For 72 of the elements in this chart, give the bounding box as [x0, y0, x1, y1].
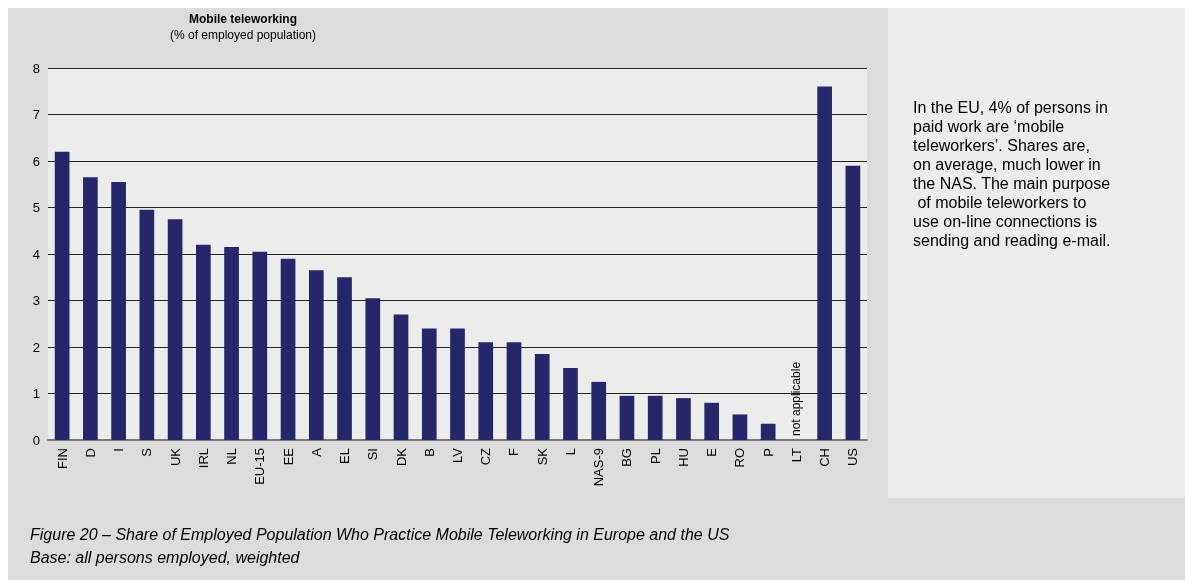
- x-tick-label: EU-15: [252, 448, 268, 485]
- bar: [704, 402, 720, 440]
- text: In the EU, 4% of persons in paid work are ‘mobile teleworkers’. Shares are, on average, much lower in the NAS. The main purpose of mobile teleworkers to use on-line connections is sending and reading e-mail.: [913, 99, 1113, 249]
- x-tick-label: LV: [450, 447, 465, 463]
- x-tick-label: B: [421, 448, 437, 457]
- bar: [450, 328, 465, 440]
- x-tick-label: NL: [224, 448, 240, 465]
- bar: [478, 342, 494, 440]
- bar: [817, 86, 832, 440]
- x-tick-label: DK: [393, 447, 409, 467]
- bar: [393, 314, 409, 440]
- x-tick-label: E: [704, 447, 720, 457]
- bar: [732, 414, 748, 440]
- x-tick-label: EL: [337, 448, 353, 464]
- bar: [647, 395, 663, 440]
- x-tick-label: PL: [647, 448, 663, 464]
- annotation: not applicable: [789, 361, 804, 436]
- x-tick-label: EE: [280, 447, 296, 466]
- bar: [563, 367, 578, 440]
- x-tick-label: RO: [732, 448, 748, 468]
- bar: [591, 381, 607, 440]
- bar: [252, 251, 268, 440]
- bar: [506, 342, 522, 440]
- y-tick-label: 2: [32, 339, 40, 355]
- y-tick-label: 0: [32, 432, 40, 448]
- y-tick-label: 7: [32, 107, 40, 122]
- bar: [421, 328, 437, 440]
- x-tick-label: NAS-9: [591, 448, 607, 487]
- caption: Figure 20 – Share of Employed Population Who Practice Mobile Teleworking in Europe and the US: [30, 525, 730, 543]
- x-tick-label: CH: [817, 448, 833, 467]
- bar: [534, 353, 550, 440]
- bar: [54, 151, 70, 440]
- x-tick-label: S: [139, 447, 155, 457]
- x-tick-label: BG: [619, 448, 635, 467]
- bar: [308, 270, 324, 440]
- y-tick-label: 6: [32, 153, 40, 169]
- bar: [139, 209, 155, 440]
- x-tick-label: LT: [788, 447, 804, 463]
- bar: [676, 398, 691, 440]
- text: Base: all persons employed, weighted: [30, 548, 301, 566]
- chart-title: Mobile teleworking: [188, 12, 298, 26]
- bar: [280, 258, 296, 440]
- x-tick-label: D: [82, 448, 98, 458]
- x-tick-label: FIN: [54, 448, 70, 469]
- x-tick-label: UK: [167, 447, 183, 467]
- bar: [845, 165, 861, 440]
- bar: [111, 181, 126, 440]
- x-tick-label: A: [308, 447, 324, 457]
- bar: [760, 423, 776, 440]
- x-tick-label: F: [506, 447, 522, 456]
- chart-subtitle: (% of employed population): [169, 28, 317, 42]
- y-tick-label: 8: [32, 60, 40, 76]
- x-tick-label: L: [562, 448, 578, 456]
- x-tick-label: US: [845, 447, 861, 467]
- bar: [619, 395, 635, 440]
- y-tick-label: 1: [32, 386, 40, 401]
- x-tick-label: SK: [534, 447, 550, 466]
- x-tick-label: P: [760, 448, 776, 457]
- bar: [83, 177, 98, 440]
- bar: [337, 277, 352, 440]
- x-tick-label: IRL: [195, 448, 211, 469]
- bar: [195, 244, 211, 440]
- y-tick-label: 4: [32, 246, 40, 262]
- x-tick-label: HU: [675, 448, 691, 467]
- bar: [167, 219, 183, 440]
- x-tick-label: I: [111, 448, 127, 452]
- y-tick-label: 3: [32, 293, 40, 308]
- bar: [224, 247, 239, 440]
- bar: [365, 298, 381, 440]
- x-tick-label: SI: [365, 448, 381, 461]
- y-tick-label: 5: [32, 200, 40, 215]
- x-tick-label: CZ: [478, 447, 494, 466]
